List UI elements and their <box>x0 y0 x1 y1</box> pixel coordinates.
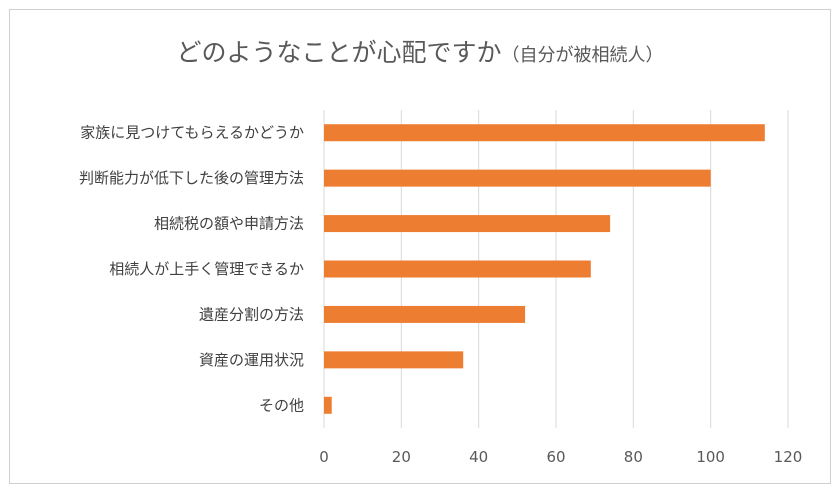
category-label: 判断能力が低下した後の管理方法 <box>79 169 304 187</box>
x-tick-label: 60 <box>546 448 565 466</box>
bar <box>324 305 526 323</box>
category-label: 家族に見つけてもらえるかどうか <box>80 124 304 142</box>
x-tick-label: 100 <box>696 448 725 466</box>
category-label: 資産の運用状況 <box>199 351 304 369</box>
chart-area <box>9 9 831 484</box>
bar <box>324 169 711 187</box>
x-tick-label: 120 <box>774 448 803 466</box>
bar <box>324 124 765 142</box>
category-label: 相続税の額や申請方法 <box>154 215 304 233</box>
title-main: どのようなことが心配ですか <box>176 38 502 67</box>
title-subtitle: （自分が被相続人） <box>501 45 664 66</box>
bar <box>324 215 611 233</box>
bar <box>324 260 591 278</box>
category-label: 相続人が上手く管理できるか <box>109 260 304 278</box>
x-tick-label: 0 <box>319 448 329 466</box>
x-tick-label: 20 <box>392 448 411 466</box>
category-label: 遺産分割の方法 <box>199 305 304 323</box>
x-tick-label: 80 <box>624 448 643 466</box>
category-label: その他 <box>259 396 304 414</box>
chart-title: どのようなことが心配ですか（自分が被相続人） <box>0 33 840 69</box>
bar <box>324 396 332 414</box>
bar <box>324 351 464 369</box>
x-tick-label: 40 <box>469 448 488 466</box>
